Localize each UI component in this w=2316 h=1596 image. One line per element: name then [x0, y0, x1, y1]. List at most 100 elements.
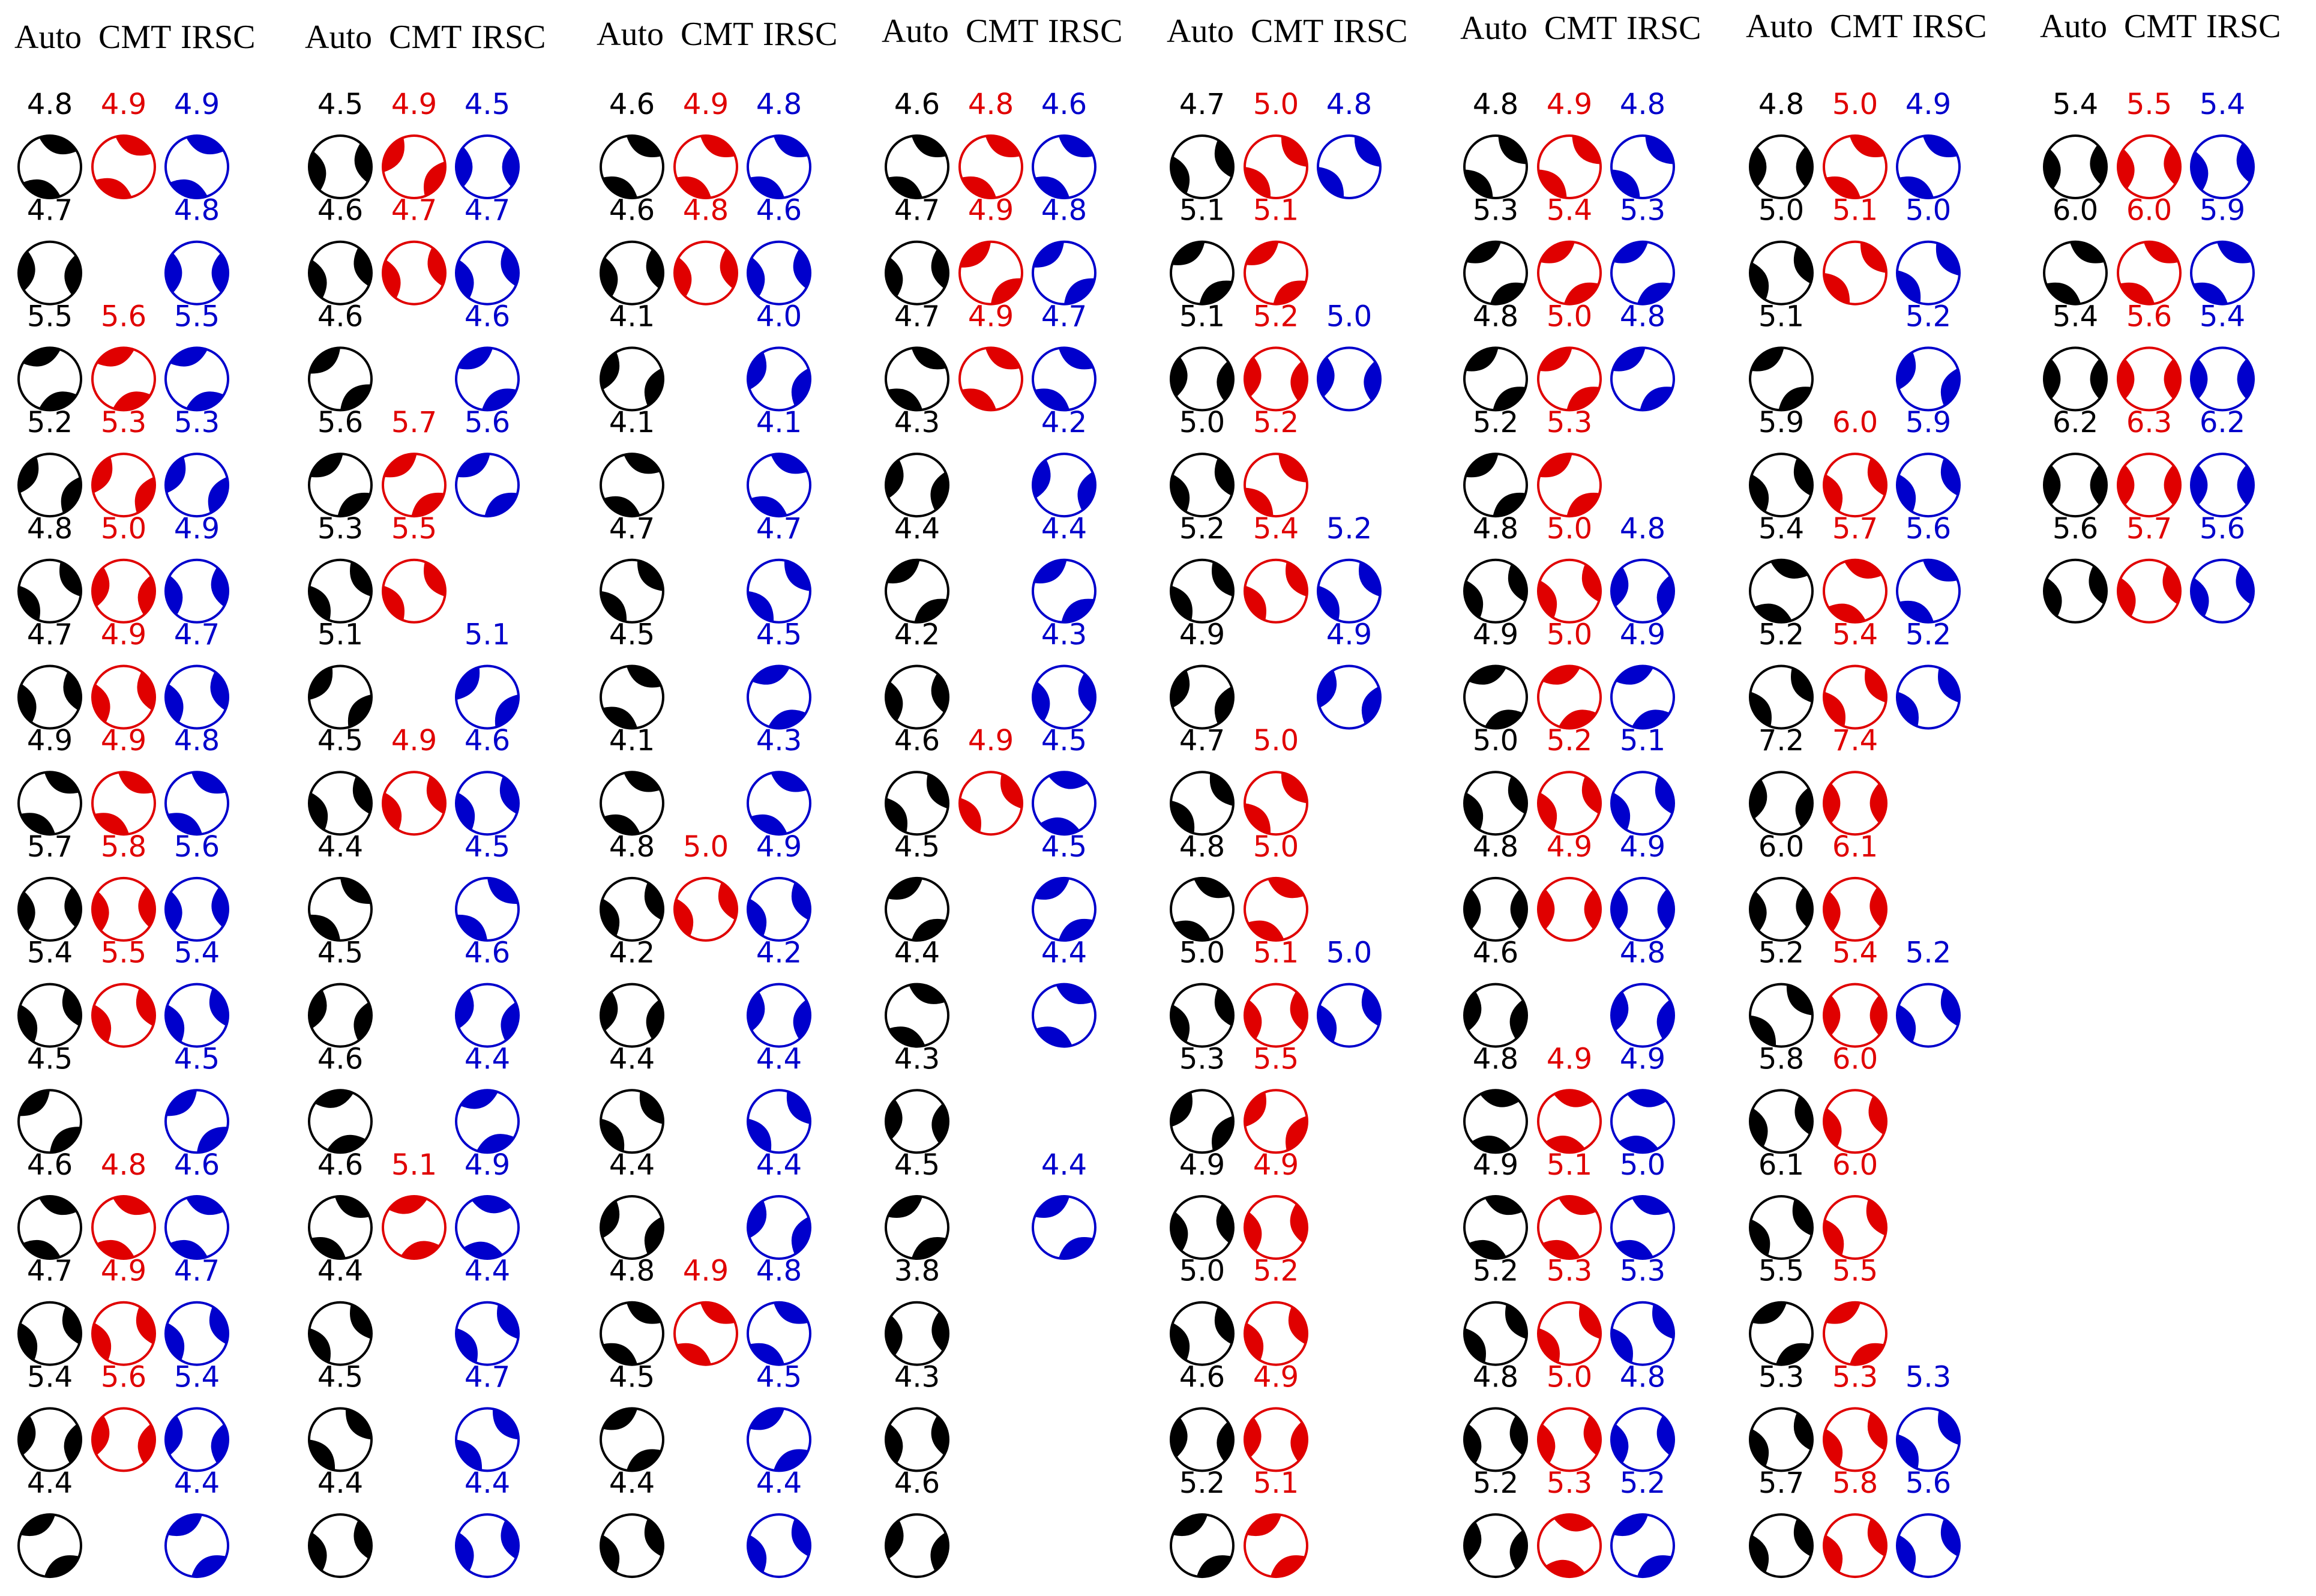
- irsc-beachball-outline: [747, 240, 811, 306]
- auto-beachball-quadrant-1: [624, 454, 661, 474]
- cmt-beachball-quadrant-1: [1824, 1219, 1844, 1256]
- irsc-beachball-quadrant-2: [495, 694, 519, 727]
- auto-beachball-quadrant-1: [885, 1099, 903, 1140]
- irsc-beachball: [455, 134, 520, 199]
- header-label-cmt: CMT: [1251, 13, 1323, 50]
- irsc-beachball-quadrant-2: [750, 1343, 784, 1365]
- auto-beachball-quadrant-1: [1172, 241, 1205, 265]
- cmt-beachball-quadrant-1: [1824, 783, 1841, 824]
- irsc-beachball-quadrant-1: [1897, 1434, 1919, 1469]
- auto-beachball-quadrant-2: [1509, 1415, 1527, 1456]
- header-label-auto: Auto: [882, 13, 949, 50]
- mechanism-row: 5.5 5.5: [1749, 1254, 1887, 1366]
- irsc-beachball: [1896, 240, 1961, 306]
- mechanism-row: 4.5 4.4: [885, 1148, 1096, 1260]
- irsc-beachball-quadrant-1: [1896, 1535, 1916, 1573]
- cmt-beachball-quadrant-2: [1866, 1199, 1886, 1236]
- auto-beachball-quadrant-2: [1754, 603, 1792, 622]
- cmt-beachball-quadrant-2: [2164, 465, 2180, 505]
- mechanism-row: 5.2 5.1: [1170, 1466, 1308, 1579]
- auto-beachball-quadrant-1: [885, 1315, 903, 1356]
- irsc-beachball: [2190, 558, 2255, 624]
- auto-beachball-quadrant-2: [63, 671, 81, 711]
- cmt-beachball-quadrant-1: [1245, 1092, 1266, 1127]
- auto-beachball-quadrant-1: [1750, 691, 1772, 727]
- cmt-beachball-quadrant-1: [1824, 691, 1845, 727]
- cmt-beachball-quadrant-2: [1572, 136, 1601, 164]
- mechanism-row: 4.8 5.0 4.9: [1749, 88, 1961, 199]
- auto-magnitude: 4.9: [27, 724, 73, 757]
- irsc-beachball: [1610, 240, 1675, 306]
- auto-magnitude: 4.3: [894, 1042, 940, 1076]
- auto-beachball-quadrant-1: [19, 1090, 50, 1116]
- auto-beachball-quadrant-1: [886, 1424, 903, 1464]
- irsc-beachball: [164, 1301, 229, 1366]
- irsc-beachball-quadrant-1: [774, 1302, 808, 1324]
- mechanism-row: 4.3: [885, 1360, 949, 1472]
- auto-beachball-quadrant-2: [931, 1415, 948, 1456]
- mechanism-row: 5.4 5.6 5.4: [17, 1360, 229, 1472]
- cmt-beachball-quadrant-2: [1867, 1519, 1887, 1556]
- cmt-beachball: [1823, 240, 1887, 306]
- irsc-beachball: [747, 1301, 811, 1366]
- cmt-magnitude: 5.2: [1253, 300, 1299, 333]
- cmt-beachball-quadrant-2: [426, 776, 446, 814]
- cmt-magnitude: 5.0: [683, 830, 729, 864]
- auto-beachball-quadrant-2: [1793, 458, 1813, 496]
- mechanism-row: 4.8 5.0 4.9: [17, 512, 229, 624]
- irsc-beachball-quadrant-2: [791, 1217, 811, 1254]
- cmt-beachball: [1244, 134, 1308, 199]
- auto-beachball-outline: [2043, 346, 2108, 412]
- irsc-beachball-quadrant-2: [170, 1239, 208, 1259]
- cmt-beachball-quadrant-1: [383, 137, 405, 172]
- irsc-beachball-quadrant-1: [747, 899, 767, 936]
- auto-beachball: [308, 1407, 373, 1472]
- auto-beachball-quadrant-1: [1171, 1212, 1188, 1251]
- auto-beachball: [600, 1195, 664, 1260]
- auto-beachball-quadrant-2: [353, 1520, 371, 1559]
- cmt-beachball-quadrant-1: [1245, 1212, 1262, 1251]
- irsc-beachball: [1317, 134, 1382, 199]
- auto-beachball-quadrant-2: [931, 248, 948, 289]
- mechanism-row: 5.0 5.2 5.1: [1463, 724, 1675, 836]
- auto-beachball: [1463, 453, 1528, 518]
- auto-beachball-quadrant-2: [930, 1532, 948, 1571]
- irsc-magnitude: 4.8: [756, 1254, 802, 1288]
- cmt-magnitude: 6.0: [1832, 1042, 1878, 1076]
- cmt-beachball-quadrant-2: [961, 176, 996, 198]
- cmt-beachball-quadrant-2: [1869, 783, 1886, 824]
- mechanism-row: 4.5 4.5: [600, 618, 811, 730]
- cmt-beachball-quadrant-2: [2164, 359, 2180, 399]
- auto-beachball: [885, 1089, 949, 1154]
- cmt-beachball-quadrant-2: [720, 248, 737, 289]
- auto-beachball: [600, 240, 664, 306]
- irsc-beachball-quadrant-1: [748, 257, 765, 297]
- auto-beachball-quadrant-2: [603, 706, 637, 729]
- cmt-beachball-quadrant-2: [1579, 1304, 1601, 1339]
- mechanism-row: 4.7 4.9 4.7: [17, 1254, 229, 1366]
- irsc-magnitude: 4.3: [756, 724, 802, 757]
- auto-beachball: [17, 134, 82, 199]
- auto-beachball-quadrant-2: [39, 391, 77, 411]
- auto-magnitude: 4.7: [27, 1254, 73, 1288]
- irsc-beachball-quadrant-2: [1656, 575, 1674, 615]
- auto-magnitude: 5.3: [1179, 1042, 1225, 1076]
- auto-beachball: [600, 1407, 664, 1472]
- auto-beachball-quadrant-2: [637, 560, 663, 591]
- auto-beachball-quadrant-1: [886, 257, 903, 297]
- irsc-beachball-quadrant-1: [1611, 169, 1640, 198]
- cmt-beachball-quadrant-2: [2164, 145, 2181, 185]
- cmt-beachball: [958, 240, 1023, 306]
- cmt-magnitude: 5.0: [1547, 618, 1592, 652]
- cmt-beachball-outline: [1537, 1513, 1602, 1579]
- auto-beachball-outline: [1463, 983, 1528, 1048]
- irsc-beachball-quadrant-2: [482, 388, 517, 411]
- auto-beachball: [600, 346, 664, 412]
- auto-beachball-quadrant-1: [39, 135, 77, 155]
- cmt-beachball-quadrant-1: [92, 891, 109, 932]
- cmt-beachball-outline: [91, 1407, 156, 1472]
- cmt-beachball-quadrant-1: [383, 259, 401, 299]
- auto-beachball: [17, 240, 82, 306]
- auto-beachball: [308, 1301, 373, 1366]
